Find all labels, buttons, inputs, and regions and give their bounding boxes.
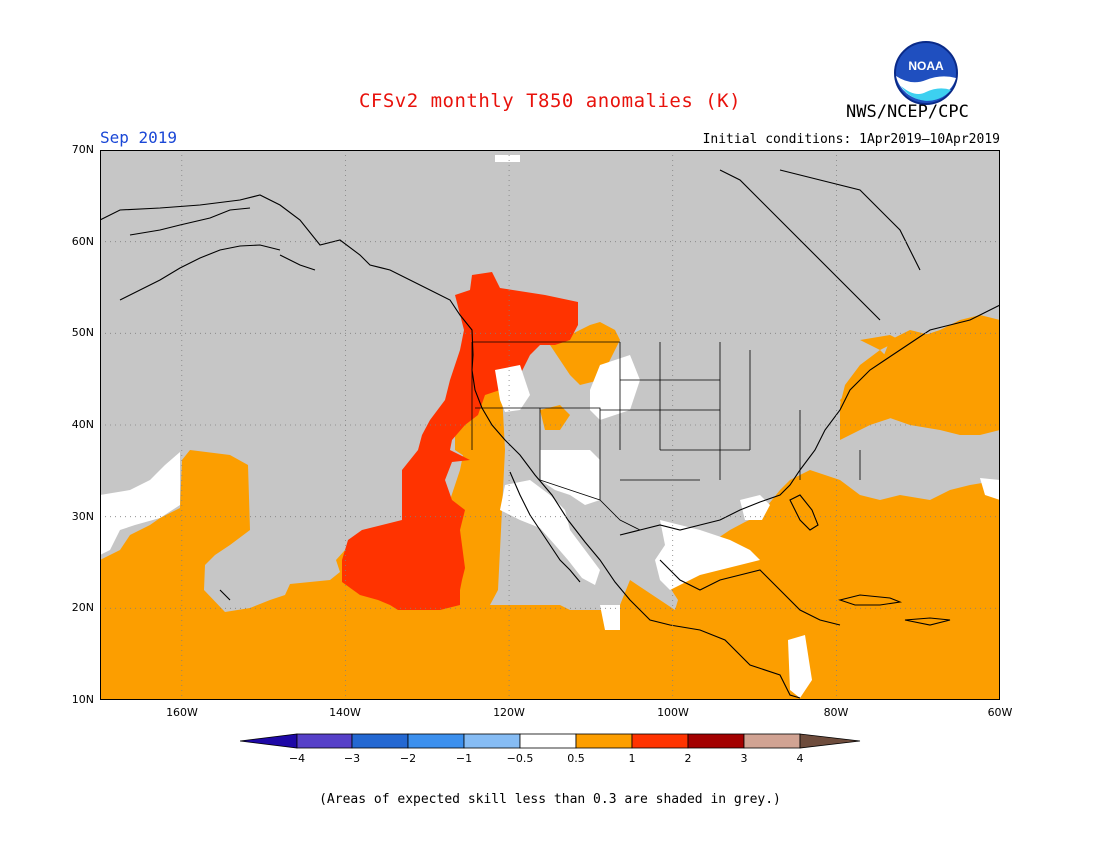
colorbar-label: −0.5 xyxy=(506,752,534,765)
anomaly-red-plume xyxy=(342,272,578,610)
lon-label: 120W xyxy=(493,706,525,719)
colorbar-swatch xyxy=(407,733,465,749)
anomaly-map xyxy=(100,150,1000,700)
lat-label: 10N xyxy=(71,693,94,706)
colorbar-label: −4 xyxy=(288,752,306,765)
colorbar-swatch xyxy=(631,733,689,749)
forecast-period: Sep 2019 xyxy=(100,128,178,147)
colorbar-label: −2 xyxy=(399,752,417,765)
colorbar-label: −1 xyxy=(455,752,473,765)
colorbar xyxy=(240,733,861,749)
colorbar-swatch xyxy=(519,733,577,749)
colorbar-label: 1 xyxy=(628,752,636,765)
near-normal-patches xyxy=(100,155,1000,698)
colorbar-swatch xyxy=(296,733,353,749)
lat-label: 70N xyxy=(71,143,94,156)
colorbar-label: 3 xyxy=(740,752,748,765)
lon-label: 100W xyxy=(657,706,689,719)
noaa-logo: NOAA xyxy=(894,41,958,105)
colorbar-label: 4 xyxy=(796,752,804,765)
lon-label: 140W xyxy=(329,706,361,719)
coastlines xyxy=(100,169,1000,699)
map-frame xyxy=(100,150,1000,700)
skill-note: (Areas of expected skill less than 0.3 a… xyxy=(319,792,781,807)
initial-conditions: Initial conditions: 1Apr2019–10Apr2019 xyxy=(702,132,1000,147)
colorbar-label: 2 xyxy=(684,752,692,765)
colorbar-swatch xyxy=(687,733,745,749)
lon-label: 60W xyxy=(987,706,1013,719)
colorbar-swatch xyxy=(743,733,801,749)
map-title: CFSv2 monthly T850 anomalies (K) xyxy=(358,90,742,112)
lat-label: 40N xyxy=(71,418,94,431)
lat-label: 30N xyxy=(71,510,94,523)
colorbar-swatch xyxy=(575,733,633,749)
colorbar-swatch xyxy=(240,733,298,749)
lat-label: 60N xyxy=(71,235,94,248)
political-borders xyxy=(471,341,861,531)
colorbar-swatch xyxy=(463,733,521,749)
lat-label: 50N xyxy=(71,326,94,339)
lat-label: 20N xyxy=(71,601,94,614)
anomaly-orange-regions xyxy=(100,315,1000,700)
colorbar-swatch xyxy=(351,733,409,749)
colorbar-label: −3 xyxy=(343,752,361,765)
graticule xyxy=(100,150,1000,700)
lon-label: 80W xyxy=(823,706,849,719)
agency-label: NWS/NCEP/CPC xyxy=(846,102,969,122)
noaa-logo-text: NOAA xyxy=(908,59,944,73)
colorbar-label: 0.5 xyxy=(567,752,585,765)
colorbar-swatch xyxy=(799,733,861,749)
lon-label: 160W xyxy=(166,706,198,719)
